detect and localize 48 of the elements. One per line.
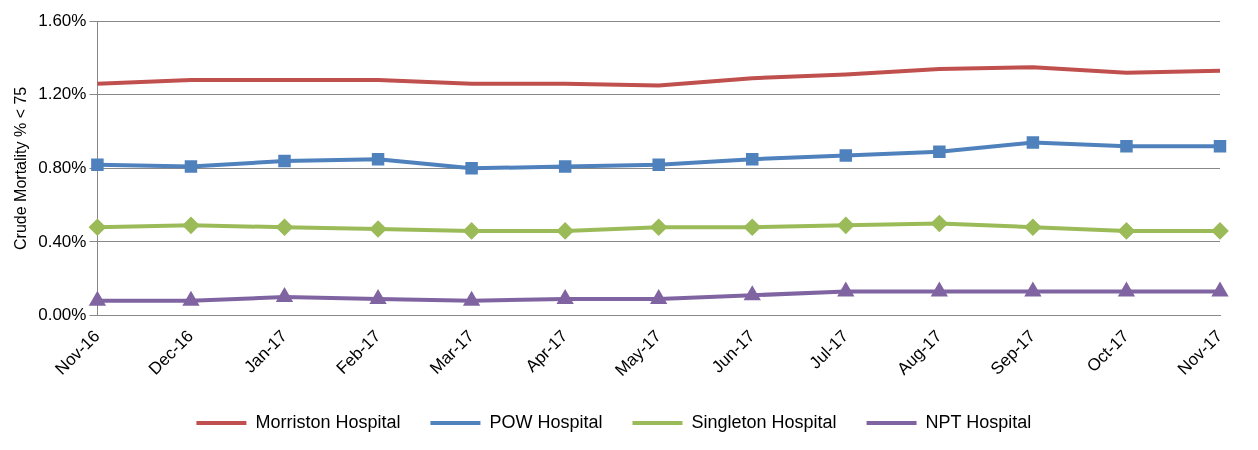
point [463,290,481,306]
legend-label: NPT Hospital [925,411,1032,432]
y-axis-title: Crude Mortality % < 75 [12,86,30,250]
legend-label: Morriston Hospital [255,411,401,432]
legend-label: POW Hospital [489,411,603,432]
point [837,217,854,234]
point [1026,136,1040,149]
point [558,160,572,173]
point [276,219,293,236]
point [370,221,387,238]
point [1118,222,1135,239]
point [557,290,573,304]
point [837,281,855,297]
point [839,149,853,162]
point [1213,140,1227,153]
y-tick-label: 1.20% [38,84,87,104]
point [182,217,199,234]
point [278,154,291,168]
point [371,152,385,166]
point [463,222,480,239]
point [652,158,665,171]
point [930,281,948,297]
point [370,290,386,304]
point [89,219,106,236]
y-tick-label: 0.00% [38,305,87,325]
point [465,162,478,175]
point [1024,281,1042,297]
point [90,292,105,306]
y-tick-label: 1.60% [38,10,87,30]
y-tick-label: 0.40% [38,231,87,251]
point [1024,219,1041,236]
point [744,219,761,236]
point [557,222,574,239]
y-tick-label: 0.80% [38,158,87,178]
point [1211,281,1229,297]
point [1120,140,1133,153]
point [650,219,667,236]
point [1117,281,1135,297]
point [277,289,292,303]
point [931,215,948,232]
point [933,145,946,159]
point [651,290,666,304]
point [745,287,760,301]
point [183,292,199,306]
legend-label: Singleton Hospital [691,411,837,432]
point [1212,222,1228,239]
point [746,152,759,166]
point [184,160,198,173]
